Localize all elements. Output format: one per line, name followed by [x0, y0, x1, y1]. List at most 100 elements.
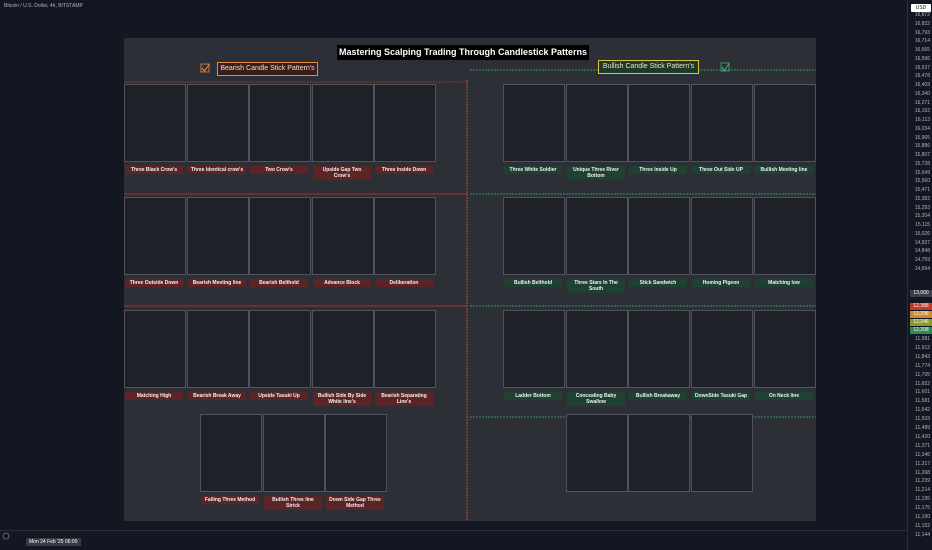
pattern-label: Homing Pigeon: [692, 279, 750, 287]
price-label: 16,271: [914, 99, 930, 106]
pattern-box: [249, 310, 311, 388]
pattern-box: [312, 310, 374, 388]
pattern-box: [312, 197, 374, 275]
pattern-label: On Neck line: [755, 392, 813, 400]
pattern-box: [124, 310, 186, 388]
pattern-label: Matching low: [755, 279, 813, 287]
price-label: 11,503: [915, 416, 930, 423]
price-label: 11,652: [915, 380, 930, 387]
price-label: 16,192: [914, 108, 930, 115]
pattern-label: Advance Block: [313, 279, 371, 287]
pattern-box: [187, 84, 249, 162]
price-label: 16,113: [915, 117, 930, 123]
price-label: 11,317: [915, 460, 930, 467]
price-label: 11,843: [915, 353, 930, 360]
price-label: 15,965: [914, 134, 930, 141]
pattern-box: [503, 197, 565, 275]
pattern-box: [249, 197, 311, 275]
price-label: 11,542: [915, 407, 930, 414]
price-axis: USD 16,872 16,832 16,793 16,714 16,665 16,596…: [907, 0, 932, 550]
price-label: 11,152: [915, 522, 930, 529]
price-badge: 12,298: [910, 311, 932, 318]
pattern-box: [124, 197, 186, 275]
price-label: 16,537: [914, 64, 930, 71]
price-label: 11,705: [915, 371, 930, 378]
pattern-label: Concealing Baby Swallow: [567, 392, 625, 406]
price-label: 15,204: [914, 213, 930, 220]
pattern-label: Three Inside Down: [375, 166, 433, 174]
price-label: 15,560: [914, 178, 930, 185]
price-label: 11,160: [915, 514, 930, 520]
pattern-box: [187, 197, 249, 275]
time-cursor-label: Mon 24 Feb '25 06:00: [26, 538, 81, 546]
pattern-box: [503, 84, 565, 162]
price-label: 15,382: [914, 195, 930, 202]
price-label: 16,034: [914, 125, 930, 132]
pattern-box: [691, 414, 753, 492]
pattern-label: Two Crow's: [250, 166, 308, 174]
price-label: 15,886: [914, 143, 930, 150]
pattern-box: [566, 84, 628, 162]
price-badge: 12,208: [910, 327, 932, 334]
pattern-label: Three Black Crow's: [125, 166, 183, 174]
price-badge: 13,000: [910, 290, 932, 297]
price-label: 11,346: [915, 451, 930, 458]
bullish-heading: Bullish Candle Stick Pattern's: [598, 60, 699, 74]
pattern-label: Three Out Side UP: [692, 166, 750, 174]
pattern-box: [754, 310, 816, 388]
pattern-box: [628, 414, 690, 492]
price-label: 11,601: [915, 389, 930, 396]
price-label: 11,371: [915, 442, 930, 449]
pattern-label: Bearish Separating Line's: [375, 392, 433, 406]
pattern-label: Bearish Meeting line: [188, 279, 246, 287]
pattern-label: Bearish Break Away: [188, 392, 246, 400]
price-label: 14,937: [914, 239, 930, 246]
price-label: 15,728: [914, 160, 930, 167]
pattern-box: [374, 197, 436, 275]
price-label: 11,144: [915, 531, 930, 538]
price-label: 15,115: [915, 222, 930, 228]
price-badge: 12,388: [910, 303, 932, 310]
pattern-box: [691, 84, 753, 162]
price-label: 14,759: [914, 257, 930, 263]
pattern-label: Three White Soldier: [504, 166, 562, 174]
pattern-label: Down Side Gap Three Method: [326, 496, 384, 510]
pattern-box: [263, 414, 325, 492]
pattern-box: [124, 84, 186, 162]
price-label: 11,420: [915, 433, 930, 440]
pattern-label: Matching High: [125, 392, 183, 400]
currency-button[interactable]: USD: [911, 4, 931, 12]
price-label: 16,872: [914, 12, 930, 18]
price-label: 11,195: [915, 496, 930, 503]
pattern-box: [249, 84, 311, 162]
pattern-label: Three Inside Up: [629, 166, 687, 174]
pattern-label: Unique Three River Bottom: [567, 166, 625, 180]
price-label: 16,832: [914, 20, 930, 27]
pattern-label: Bearish Belthold: [250, 279, 308, 287]
price-label: 16,340: [914, 90, 930, 97]
pattern-box: [200, 414, 262, 492]
price-label: 14,848: [914, 248, 930, 255]
pattern-label: Bullish Meeting line: [755, 166, 813, 174]
pattern-box: [503, 310, 565, 388]
pattern-label: Stick Sandwich: [629, 279, 687, 287]
bearish-heading: Bearish Candle Stick Pattern's: [217, 62, 318, 76]
pattern-label: Deliberation: [375, 279, 433, 287]
pattern-box: [374, 84, 436, 162]
price-label: 11,214: [915, 487, 930, 494]
price-label: 11,239: [915, 478, 930, 485]
pattern-label: Three Outside Down: [125, 279, 183, 287]
price-label: 11,489: [915, 425, 930, 431]
price-label: 15,471: [914, 187, 930, 193]
pattern-box: [325, 414, 387, 492]
price-label: 16,409: [914, 82, 930, 88]
pattern-label: Upside Gap Two Crow's: [313, 166, 371, 180]
pattern-box: [566, 310, 628, 388]
price-label: 15,293: [914, 204, 930, 211]
pattern-box: [374, 310, 436, 388]
pattern-box: [566, 414, 628, 492]
pattern-box: [312, 84, 374, 162]
price-label: 16,714: [914, 38, 930, 45]
pattern-box: [691, 310, 753, 388]
